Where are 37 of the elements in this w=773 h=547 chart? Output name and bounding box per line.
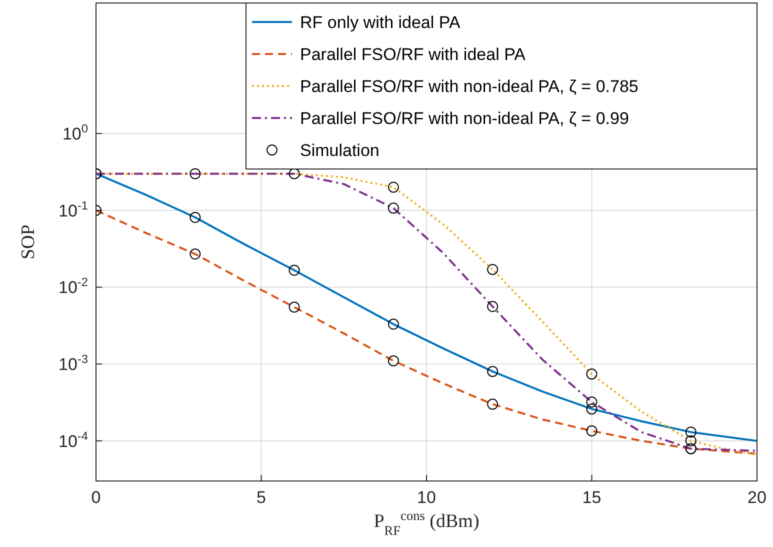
y-tick-label: 10$^{-2}$ — [58, 275, 88, 298]
point — [487, 366, 498, 377]
point — [288, 168, 300, 180]
x-axis-title: P$_{RF}$$^{cons}$ (dBm) — [374, 508, 480, 538]
point — [685, 426, 696, 438]
point — [288, 302, 300, 313]
point — [388, 355, 399, 366]
point — [190, 212, 201, 223]
legend-label: Parallel FSO/RF with non-ideal PA, ζ = 0.785 — [300, 77, 638, 96]
point — [487, 398, 498, 410]
x-tick-label: 0 — [91, 488, 101, 507]
legend-label: Simulation — [300, 141, 380, 160]
y-tick-label: 10$^{-1}$ — [58, 198, 88, 220]
point — [388, 182, 399, 193]
point — [388, 318, 399, 330]
x-tick-label: 5 — [256, 488, 266, 507]
point — [586, 403, 598, 414]
point — [586, 425, 598, 436]
y-tick-label: 10$^{-3}$ — [58, 352, 88, 374]
x-tick-label: 10 — [417, 488, 436, 507]
point — [388, 202, 399, 214]
point — [487, 264, 498, 275]
y-axis-title: SOP — [18, 224, 39, 260]
y-tick-label: 10$^{-4}$ — [58, 428, 88, 451]
point — [288, 264, 300, 276]
x-tick-label: 20 — [748, 488, 766, 507]
point — [685, 435, 696, 446]
y-tick-label: 10$^{0}$ — [62, 122, 88, 144]
legend-label: Parallel FSO/RF with ideal PA — [300, 45, 526, 64]
x-tick-label: 15 — [582, 488, 602, 507]
point — [586, 396, 598, 408]
point — [487, 301, 498, 312]
legend-label: RF only with ideal PA — [300, 13, 461, 32]
legend-label: Parallel FSO/RF with non-ideal PA, ζ = 0.99 — [300, 109, 629, 128]
point — [190, 168, 201, 180]
point — [190, 248, 201, 260]
point — [586, 368, 598, 380]
